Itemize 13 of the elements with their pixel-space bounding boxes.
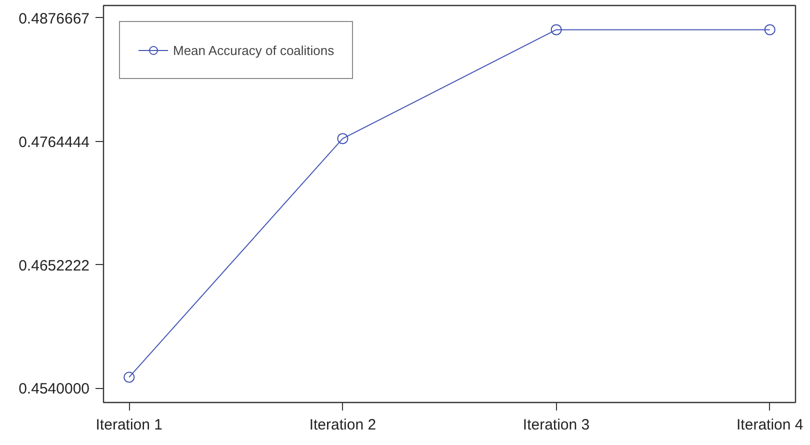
y-tick-label: 0.4652222 bbox=[18, 257, 90, 274]
y-tick-label: 0.4876667 bbox=[18, 10, 90, 28]
x-tick-label: Iteration 4 bbox=[736, 416, 804, 434]
x-tick-label: Iteration 1 bbox=[96, 416, 162, 434]
point bbox=[124, 372, 135, 383]
point bbox=[550, 24, 562, 36]
x-tick-label: Iteration 2 bbox=[309, 416, 376, 434]
x-tick-label: Iteration 3 bbox=[522, 416, 590, 434]
y-tick-label: 0.4764444 bbox=[18, 134, 90, 151]
point bbox=[764, 24, 776, 36]
y-tick-label: 0.4540000 bbox=[18, 380, 90, 398]
point bbox=[337, 133, 348, 144]
legend-label: Mean Accuracy of coalitions bbox=[173, 42, 334, 58]
